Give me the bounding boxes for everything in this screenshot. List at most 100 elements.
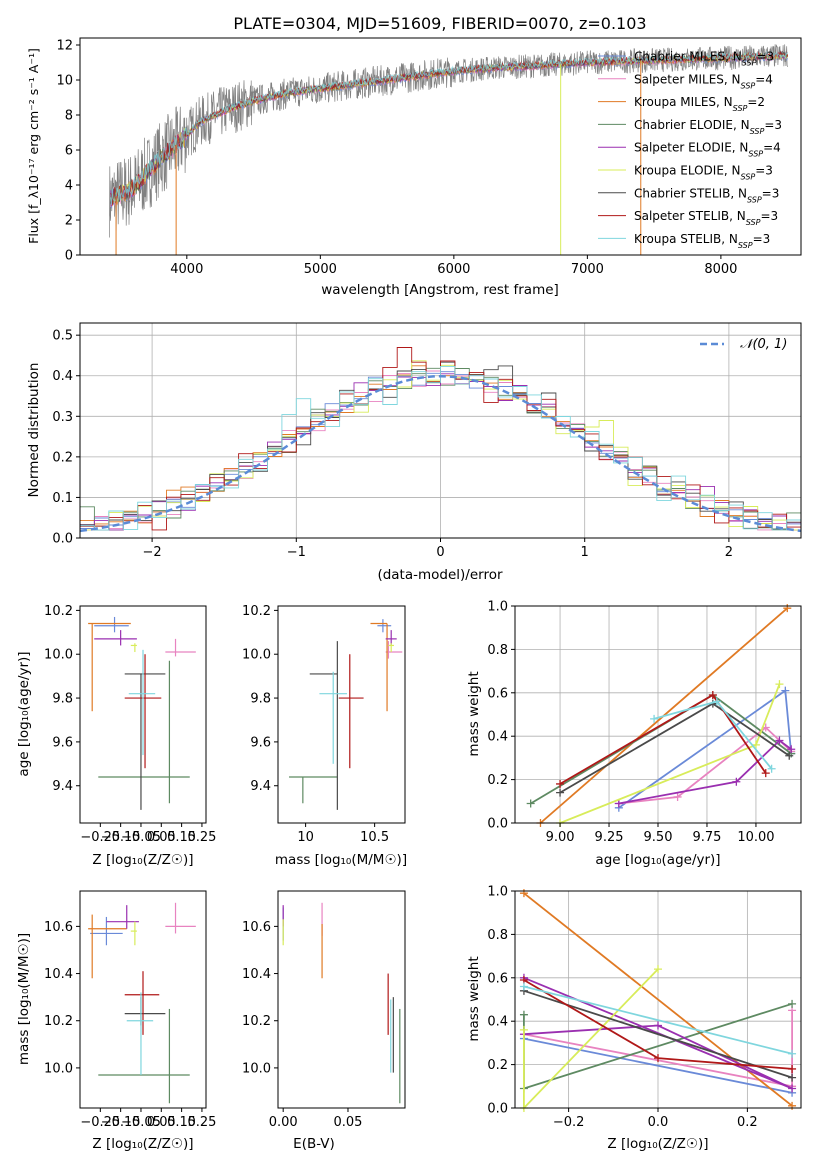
errorbar-point [388,643,394,653]
mass-weight-marker [775,680,784,689]
residuals-ylabel: Normed distribution [26,363,42,498]
x-tick-label: 5000 [304,262,337,277]
x-tick-label: 1 [581,545,589,560]
legend-label: Salpeter MILES, NSSP=4 [634,72,773,90]
y-tick-label: 0.2 [52,450,73,465]
legend-label: Chabrier STELIB, NSSP=3 [634,186,779,204]
y-tick-label: 10.0 [44,648,73,663]
spectrum-xlabel: wavelength [Angstrom, rest frame] [321,282,559,298]
legend-label: Kroupa STELIB, NSSP=3 [634,232,770,250]
legend-label: Chabrier MILES, NSSP=3 [634,50,774,68]
mass-vs-ebv-panel: 0.00 0.05 10.0 10.2 10.4 10.6 E(B-V) [242,890,406,1152]
errorbar-point [289,776,338,804]
y-tick-label: 0.8 [487,928,508,943]
spectrum-legend: Chabrier MILES, NSSP=3 Salpeter MILES, NS… [598,50,782,250]
x-tick-label: 0.0 [648,1115,669,1130]
errorbar-point [130,921,137,946]
normal-distribution-curve [79,374,802,533]
y-tick-label: 0.8 [487,643,508,658]
errorbar-point [319,671,348,764]
y-tick-label: 9.4 [52,779,73,794]
y-tick-label: 9.8 [52,692,73,707]
y-tick-label: 10.6 [44,920,73,935]
mass-weight-marker [614,799,623,808]
errorbar-point [98,1008,190,1104]
x-tick-label: 0.25 [187,1115,216,1130]
y-tick-label: 0.0 [52,532,73,547]
mass-weight-series-line [523,1037,793,1094]
errorbar-point [88,622,131,712]
y-tick-label: 0.4 [52,369,73,384]
y-tick-label: 1.0 [487,885,508,900]
age-vs-z-ylabel: age [log₁₀(age/yr)] [16,651,32,776]
weight-vs-age-xlabel: age [log₁₀(age/yr)] [595,852,720,868]
y-tick-label: 0.5 [52,329,73,344]
y-tick-label: 0.1 [52,491,73,506]
y-tick-label: 6 [65,144,73,159]
y-tick-label: 0 [65,249,73,264]
y-tick-label: 1.0 [487,600,508,615]
x-tick-label: 0.00 [269,1115,298,1130]
errorbar-point [106,905,139,929]
mass-vs-z-ylabel: mass [log₁₀(M/M☉)] [16,933,32,1065]
mass-weight-marker [781,686,790,695]
figure-title: PLATE=0304, MJD=51609, FIBERID=0070, z=0… [233,14,646,33]
x-tick-label: 4000 [170,262,203,277]
mass-weight-series-line [559,693,767,785]
y-tick-label: 0.2 [487,773,508,788]
errorbar-point [385,630,397,646]
y-tick-label: 0.4 [487,1015,508,1030]
mass-weight-marker [761,769,770,778]
age-vs-mass-panel: 10 10.5 9.4 9.6 9.8 10.0 10.2 mass [log₁₀(M/M☉… [242,604,407,868]
errorbar-point [98,660,190,804]
y-tick-label: 9.4 [250,779,271,794]
errorbar-point [128,649,156,756]
mass-weight-marker [732,777,741,786]
age-vs-z-xlabel: Z [log₁₀(Z/Z☉)] [92,852,193,868]
y-tick-label: 10.0 [242,1061,271,1076]
legend-label: Salpeter STELIB, NSSP=3 [634,209,778,227]
model-spectrum-line [110,50,789,205]
weight-vs-age-ylabel: mass weight [466,671,482,756]
mass-weight-marker [654,1054,662,1063]
x-tick-label: 0.15 [167,1115,196,1130]
x-tick-label: −0.25 [80,1115,120,1130]
y-tick-label: 10.0 [44,1061,73,1076]
errorbar-point [126,992,154,1075]
normal-legend-label: 𝒩(0, 1) [740,337,787,352]
errorbar-point [377,619,392,633]
y-tick-label: 10.2 [242,1014,271,1029]
x-tick-label: −2 [143,545,162,560]
y-tick-label: 10.0 [242,648,271,663]
age-vs-mass-xlabel: mass [log₁₀(M/M☉)] [275,852,407,868]
y-tick-label: 8 [65,109,73,124]
x-tick-label: 9.00 [546,830,575,845]
x-tick-label: −1 [287,545,306,560]
x-tick-label: 8000 [704,262,737,277]
mass-weight-marker [519,1025,528,1034]
y-tick-label: 4 [65,179,73,194]
x-tick-label: 9.50 [644,830,673,845]
y-tick-label: 10.2 [242,604,271,619]
spectrum-ylabel: Flux [f_λ10⁻¹⁷ erg cm⁻² s⁻¹ A⁻¹] [26,48,41,244]
x-tick-label: 0 [436,545,444,560]
legend-label: Kroupa ELODIE, NSSP=3 [634,164,773,182]
y-tick-label: 10 [56,74,73,89]
legend-label: Chabrier ELODIE, NSSP=3 [634,118,782,136]
x-tick-label: 0.2 [737,1115,758,1130]
mass-weight-series-line [523,976,793,1090]
y-tick-label: 9.8 [250,692,271,707]
residuals-panel: −2 −1 0 1 2 0.0 0.1 0.2 0.3 0.4 0.5 (data-model)/e… [26,322,802,583]
errorbar-point [94,630,137,646]
y-tick-label: 10.4 [242,967,271,982]
mass-weight-marker [788,1073,797,1082]
y-tick-label: 12 [56,39,73,54]
y-tick-label: 0.4 [487,730,508,745]
mass-weight-marker [788,1049,797,1058]
weight-vs-age-panel: 9.00 9.25 9.50 9.75 10.000.00.20.40.60.81.0 … [466,600,802,868]
mass-weight-marker [788,999,797,1008]
y-tick-label: 10.6 [242,920,271,935]
x-tick-label: 10 [297,830,314,845]
errorbar-point [94,616,129,633]
